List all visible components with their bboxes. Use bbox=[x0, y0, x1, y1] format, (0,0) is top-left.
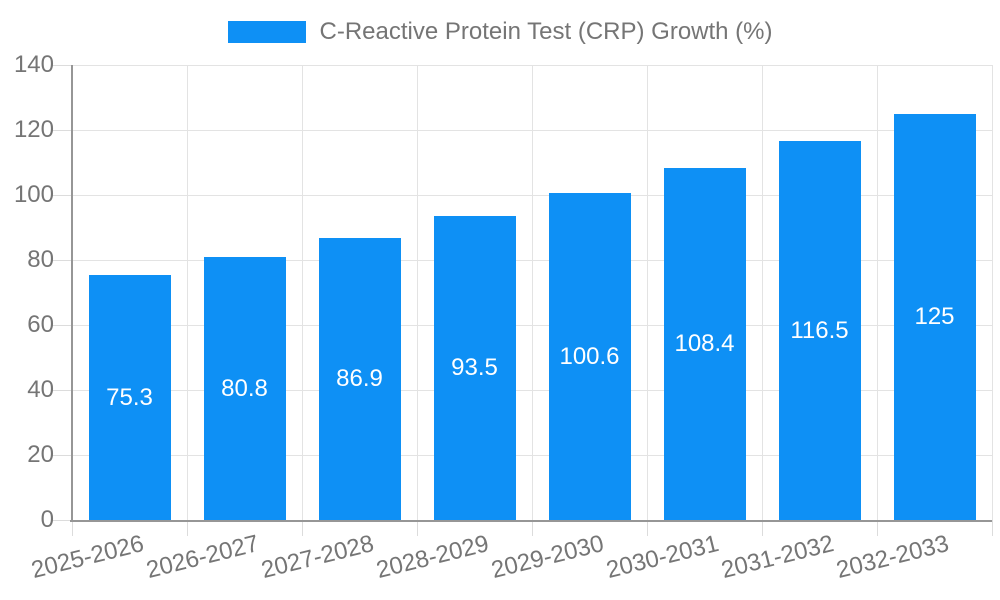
bar[interactable]: 116.5 bbox=[778, 141, 861, 520]
x-axis-tick bbox=[991, 520, 993, 536]
y-axis-tick-label: 40 bbox=[27, 376, 54, 403]
y-axis-tick-label: 140 bbox=[13, 51, 54, 78]
v-gridline bbox=[646, 65, 648, 520]
x-axis-tick bbox=[761, 520, 763, 536]
y-axis-tick bbox=[53, 129, 72, 131]
y-axis-tick-label: 80 bbox=[27, 246, 54, 273]
y-axis-tick-label: 60 bbox=[27, 311, 54, 338]
bar[interactable]: 93.5 bbox=[433, 216, 516, 520]
y-axis-tick-label: 0 bbox=[40, 506, 54, 533]
v-gridline bbox=[186, 65, 188, 520]
y-axis-tick bbox=[53, 324, 72, 326]
legend-swatch bbox=[227, 21, 306, 43]
x-axis-line bbox=[70, 520, 992, 522]
y-axis-tick bbox=[53, 259, 72, 261]
x-axis-tick bbox=[186, 520, 188, 536]
bar-value-label: 108.4 bbox=[674, 329, 735, 357]
x-axis-tick bbox=[301, 520, 303, 536]
v-gridline bbox=[991, 65, 993, 520]
v-gridline bbox=[301, 65, 303, 520]
v-gridline bbox=[761, 65, 763, 520]
bar-value-label: 93.5 bbox=[451, 354, 498, 382]
bar[interactable]: 125 bbox=[893, 113, 976, 520]
y-axis-tick-label: 100 bbox=[13, 181, 54, 208]
plot-area: 75.3 80.8 86.9 93.5 100.6 108.4 116.5 125 bbox=[53, 64, 993, 536]
bar-value-label: 86.9 bbox=[336, 364, 383, 392]
bar[interactable]: 80.8 bbox=[203, 257, 286, 520]
bar[interactable]: 86.9 bbox=[318, 237, 401, 520]
bar[interactable]: 100.6 bbox=[548, 193, 631, 520]
v-gridline bbox=[416, 65, 418, 520]
y-axis-tick-label: 20 bbox=[27, 441, 54, 468]
bar-value-label: 100.6 bbox=[559, 342, 620, 370]
v-gridline bbox=[531, 65, 533, 520]
y-axis-line bbox=[71, 65, 73, 520]
y-axis-tick bbox=[53, 389, 72, 391]
bar-value-label: 80.8 bbox=[221, 374, 268, 402]
y-axis-tick bbox=[53, 454, 72, 456]
v-gridline bbox=[876, 65, 878, 520]
legend[interactable]: C-Reactive Protein Test (CRP) Growth (%) bbox=[0, 18, 1000, 46]
bar-value-label: 116.5 bbox=[790, 316, 849, 344]
y-axis-tick bbox=[53, 64, 72, 66]
x-axis-tick bbox=[646, 520, 648, 536]
legend-label: C-Reactive Protein Test (CRP) Growth (%) bbox=[319, 18, 773, 45]
x-axis-tick bbox=[416, 520, 418, 536]
y-axis-tick bbox=[53, 519, 72, 521]
x-axis-tick bbox=[71, 520, 73, 536]
y-axis-tick bbox=[53, 194, 72, 196]
y-axis-tick-label: 120 bbox=[13, 116, 54, 143]
bar[interactable]: 75.3 bbox=[88, 275, 171, 520]
bar-value-label: 125 bbox=[914, 302, 955, 330]
x-axis-tick bbox=[531, 520, 533, 536]
bar[interactable]: 108.4 bbox=[663, 167, 746, 520]
x-axis-tick bbox=[876, 520, 878, 536]
bar-value-label: 75.3 bbox=[106, 383, 153, 411]
